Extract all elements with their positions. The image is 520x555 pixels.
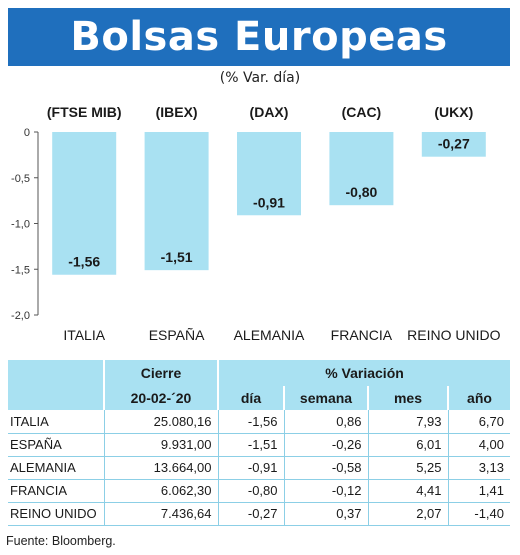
subheader-day: día bbox=[217, 386, 284, 410]
source-note: Fuente: Bloomberg. bbox=[6, 534, 116, 548]
row-week: -0,58 bbox=[283, 456, 368, 480]
data-table: Cierre % Variación 20-02-´20 día semana … bbox=[8, 360, 510, 526]
data-label: -1,56 bbox=[68, 254, 100, 270]
row-day: -0,80 bbox=[217, 479, 284, 503]
row-month: 5,25 bbox=[367, 456, 448, 480]
row-name: FRANCIA bbox=[8, 479, 104, 503]
header-close: Cierre bbox=[103, 360, 218, 386]
row-week: -0,26 bbox=[283, 433, 368, 457]
row-close: 7.436,64 bbox=[103, 502, 218, 526]
subheader-date: 20-02-´20 bbox=[103, 386, 218, 410]
header-variation: % Variación bbox=[217, 360, 510, 386]
row-month: 2,07 bbox=[367, 502, 448, 526]
bar bbox=[237, 132, 301, 216]
row-year: -1,40 bbox=[447, 502, 510, 526]
row-year: 1,41 bbox=[447, 479, 510, 503]
index-label: (CAC) bbox=[342, 104, 382, 120]
y-tick-label: -2,0 bbox=[11, 310, 30, 322]
row-close: 25.080,16 bbox=[103, 410, 218, 434]
subheader-year: año bbox=[447, 386, 510, 410]
bar bbox=[421, 132, 486, 157]
row-month: 7,93 bbox=[367, 410, 448, 434]
bar bbox=[144, 132, 209, 271]
y-tick-label: 0 bbox=[24, 127, 30, 139]
bar-chart: 0 -0,5 -1,0 -1,5 -2,0 (FTSE MIB) -1,56 ITALIA (I… bbox=[11, 104, 501, 343]
table-header-row: Cierre % Variación bbox=[8, 360, 510, 386]
index-label: (FTSE MIB) bbox=[47, 104, 122, 120]
index-label: (DAX) bbox=[250, 104, 289, 120]
row-name: ESPAÑA bbox=[8, 433, 104, 457]
category-label: ALEMANIA bbox=[234, 327, 305, 343]
table-subheader-row: 20-02-´20 día semana mes año bbox=[8, 386, 510, 410]
subheader-week: semana bbox=[283, 386, 368, 410]
row-day: -1,56 bbox=[217, 410, 284, 434]
category-label: ESPAÑA bbox=[149, 327, 205, 343]
row-close: 13.664,00 bbox=[103, 456, 218, 480]
row-week: -0,12 bbox=[283, 479, 368, 503]
category-label: REINO UNIDO bbox=[407, 327, 500, 343]
row-month: 4,41 bbox=[367, 479, 448, 503]
data-label: -0,91 bbox=[253, 194, 285, 210]
row-close: 6.062,30 bbox=[103, 479, 218, 503]
bar bbox=[52, 132, 117, 275]
y-tick-label: -1,0 bbox=[11, 219, 30, 231]
row-name: REINO UNIDO bbox=[8, 502, 104, 526]
data-label: -1,51 bbox=[161, 249, 193, 265]
category-label: FRANCIA bbox=[331, 327, 393, 343]
data-label: -0,27 bbox=[438, 136, 470, 152]
subheader-month: mes bbox=[367, 386, 448, 410]
row-day: -1,51 bbox=[217, 433, 284, 457]
index-label: (UKX) bbox=[434, 104, 473, 120]
page-title: Bolsas Europeas bbox=[70, 14, 448, 60]
data-table-wrapper: Cierre % Variación 20-02-´20 día semana … bbox=[8, 360, 510, 526]
table-row: ESPAÑA 9.931,00 -1,51 -0,26 6,01 4,00 bbox=[8, 433, 510, 457]
data-label: -0,80 bbox=[345, 184, 377, 200]
table-row: ALEMANIA 13.664,00 -0,91 -0,58 5,25 3,13 bbox=[8, 456, 510, 480]
row-week: 0,37 bbox=[283, 502, 368, 526]
header-blank bbox=[8, 360, 104, 386]
bar bbox=[329, 132, 394, 206]
subheader-blank bbox=[8, 386, 104, 410]
index-label: (IBEX) bbox=[156, 104, 198, 120]
y-tick-label: -1,5 bbox=[11, 264, 30, 276]
y-tick-label: -0,5 bbox=[11, 173, 30, 185]
chart-subtitle: (% Var. día) bbox=[219, 70, 301, 86]
title-banner: Bolsas Europeas bbox=[8, 8, 510, 66]
row-name: ITALIA bbox=[8, 410, 104, 434]
row-close: 9.931,00 bbox=[103, 433, 218, 457]
row-week: 0,86 bbox=[283, 410, 368, 434]
row-day: -0,27 bbox=[217, 502, 284, 526]
row-name: ALEMANIA bbox=[8, 456, 104, 480]
table-row: REINO UNIDO 7.436,64 -0,27 0,37 2,07 -1,… bbox=[8, 502, 510, 526]
table-row: ITALIA 25.080,16 -1,56 0,86 7,93 6,70 bbox=[8, 410, 510, 434]
row-day: -0,91 bbox=[217, 456, 284, 480]
row-year: 3,13 bbox=[447, 456, 510, 480]
row-year: 6,70 bbox=[447, 410, 510, 434]
row-month: 6,01 bbox=[367, 433, 448, 457]
row-year: 4,00 bbox=[447, 433, 510, 457]
table-row: FRANCIA 6.062,30 -0,80 -0,12 4,41 1,41 bbox=[8, 479, 510, 503]
category-label: ITALIA bbox=[63, 327, 105, 343]
